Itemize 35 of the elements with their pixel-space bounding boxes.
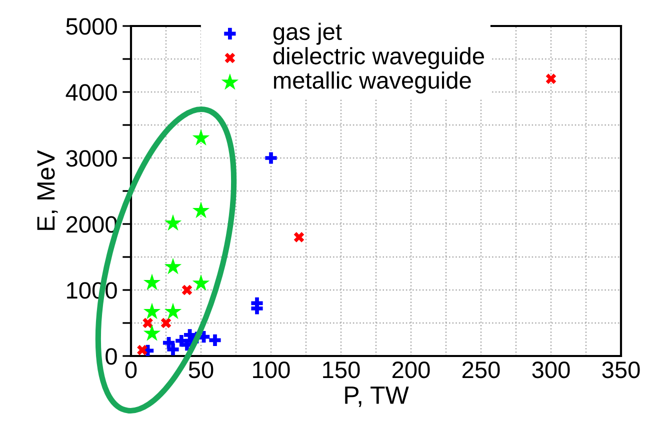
x-tick-label: 150 bbox=[323, 361, 360, 378]
y-tick-label: 0 bbox=[106, 348, 117, 365]
legend-label: dielectric waveguide bbox=[273, 47, 484, 70]
point bbox=[192, 129, 210, 146]
y-axis-title: E, MeV bbox=[37, 150, 58, 230]
point bbox=[142, 318, 153, 328]
point bbox=[143, 302, 161, 320]
x-tick-label: 50 bbox=[188, 361, 214, 378]
legend-label: gas jet bbox=[273, 22, 342, 45]
x-tick-label: 100 bbox=[253, 361, 290, 378]
point bbox=[209, 334, 221, 346]
point bbox=[546, 74, 556, 84]
point bbox=[192, 274, 210, 291]
y-tick-label: 4000 bbox=[66, 84, 117, 101]
point bbox=[192, 202, 210, 218]
point bbox=[164, 302, 182, 320]
point bbox=[137, 344, 148, 356]
x-tick-label: 0 bbox=[125, 361, 137, 378]
point bbox=[294, 232, 304, 242]
point bbox=[167, 344, 179, 356]
x-tick-label: 300 bbox=[532, 361, 570, 378]
point bbox=[265, 152, 277, 164]
y-tick-label: 3000 bbox=[66, 150, 117, 167]
x-axis-title: P, TW bbox=[345, 386, 409, 407]
point bbox=[143, 324, 161, 341]
point bbox=[164, 258, 182, 274]
x-tick-label: 350 bbox=[602, 361, 640, 378]
point bbox=[164, 214, 182, 231]
x-tick-label: 200 bbox=[392, 361, 430, 378]
point bbox=[143, 274, 161, 290]
x-tick-label: 250 bbox=[462, 361, 500, 378]
point bbox=[182, 284, 192, 296]
legend-label: metallic waveguide bbox=[274, 71, 471, 94]
y-tick-label: 5000 bbox=[66, 18, 117, 35]
point bbox=[160, 318, 172, 328]
